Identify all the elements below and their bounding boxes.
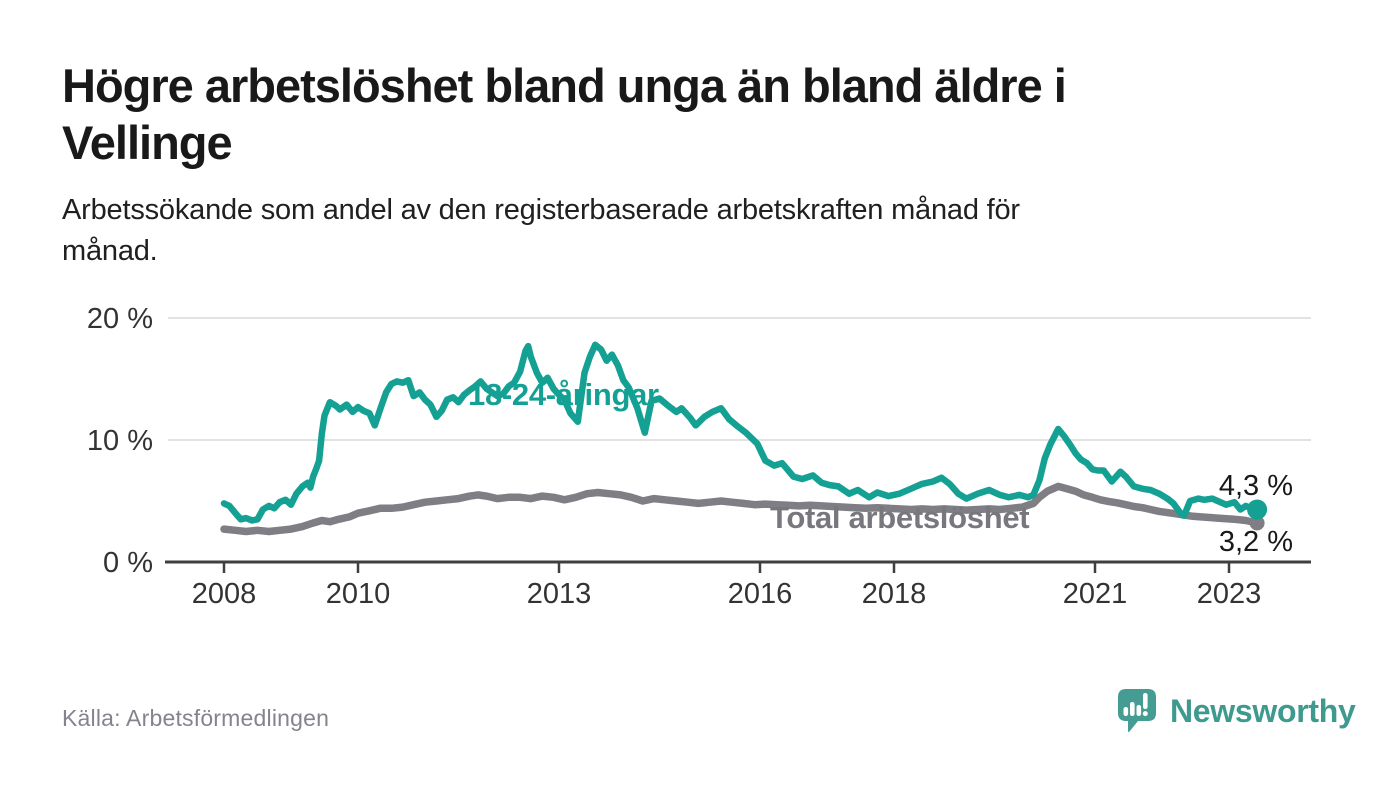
page-title-line-2: Vellinge [62,116,233,169]
y-label-10pct: 10 % [87,425,153,457]
x-label-2013: 2013 [527,578,592,610]
x-label-2018: 2018 [862,578,927,610]
x-label-2023: 2023 [1197,578,1262,610]
page-subtitle-line-1: Arbetssökande som andel av den registerb… [62,194,1020,226]
newsworthy-bubble-icon [1117,688,1157,735]
y-axis-labels: 20 % 10 % 0 % [87,303,153,579]
series-label-total: Total arbetslöshet [770,500,1029,535]
x-axis-labels: 2008 2010 2013 2016 2018 2021 2023 [192,578,1262,610]
series-end-dot-young [1247,499,1268,520]
newsworthy-wordmark: Newsworthy [1170,693,1356,729]
x-label-2016: 2016 [728,578,793,610]
x-axis-ticks [222,562,1231,573]
page-title-line-1: Högre arbetslöshet bland unga än bland ä… [62,59,1067,112]
x-label-2010: 2010 [326,578,391,610]
x-label-2008: 2008 [192,578,257,610]
y-label-20pct: 20 % [87,303,153,335]
page-subtitle-line-2: månad. [62,235,158,267]
page-subtitle: Arbetssökande som andel av den registerb… [62,190,1272,272]
y-label-0pct: 0 % [103,547,153,579]
series-line-total [220,482,1261,536]
gridlines [168,317,1311,441]
newsworthy-logo: Newsworthy [1117,687,1356,735]
series-line-young [220,341,1261,524]
source-credit: Källa: Arbetsförmedlingen [62,705,330,731]
series-end-dot-total [1249,515,1265,531]
series-label-young: 18-24-åringar [468,377,659,412]
page-title: Högre arbetslöshet bland unga än bland ä… [62,57,1262,171]
series-lines [220,341,1268,536]
end-value-label-young: 4,3 % [1219,470,1293,502]
end-value-label-total: 3,2 % [1219,526,1293,558]
x-label-2021: 2021 [1063,578,1128,610]
